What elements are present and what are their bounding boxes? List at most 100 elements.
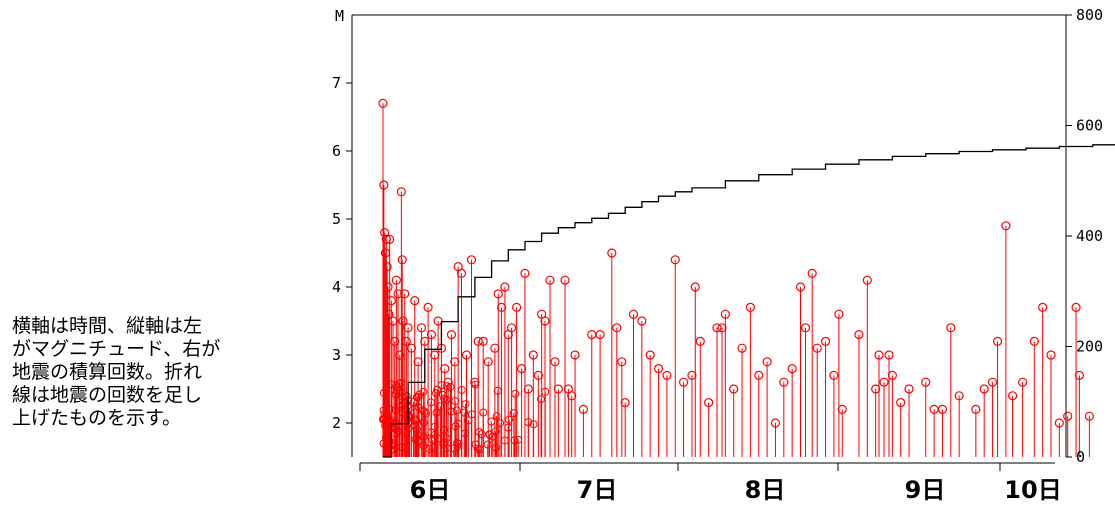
magnitude-point: [493, 289, 503, 299]
magnitude-point: [384, 309, 394, 319]
magnitude-point: [419, 418, 428, 427]
magnitude-point: [461, 429, 470, 438]
magnitude-point: [496, 419, 505, 428]
magnitude-point: [533, 370, 543, 380]
magnitude-point: [490, 343, 500, 353]
magnitude-point: [745, 302, 756, 312]
magnitude-point: [388, 316, 398, 326]
magnitude-point: [737, 343, 747, 353]
magnitude-point: [385, 405, 394, 414]
magnitude-point: [395, 422, 404, 431]
magnitude-point: [874, 350, 884, 360]
magnitude-point: [653, 364, 664, 374]
caption: 横軸は時間、縦軸は左 がマグニチュード、右が 地震の積算回数。折れ 線は地震の回…: [12, 315, 302, 430]
magnitude-point: [595, 330, 605, 340]
magnitude-point: [871, 384, 881, 394]
magnitude-point: [492, 412, 501, 421]
magnitude-point: [460, 408, 469, 417]
magnitude-point: [393, 289, 403, 299]
magnitude-point: [382, 262, 392, 272]
magnitude-point: [1063, 411, 1073, 421]
magnitude-point: [380, 228, 390, 238]
left-tick-label: 6: [332, 142, 341, 160]
magnitude-point: [1054, 418, 1064, 428]
magnitude-point: [397, 442, 406, 451]
magnitude-point: [397, 378, 406, 387]
magnitude-point: [496, 302, 507, 312]
magnitude-point: [854, 330, 864, 340]
magnitude-point: [428, 435, 437, 444]
magnitude-point: [754, 370, 764, 380]
plot-frame: [351, 14, 1067, 457]
magnitude-point: [1074, 370, 1084, 380]
magnitude-point: [436, 402, 445, 411]
magnitude-point: [834, 309, 844, 319]
magnitude-point: [381, 234, 391, 244]
magnitude-point: [505, 415, 514, 424]
magnitude-point: [514, 435, 523, 444]
magnitude-point: [381, 417, 390, 426]
magnitude-point: [637, 316, 647, 326]
magnitude-point: [488, 432, 497, 441]
magnitude-point: [720, 309, 730, 319]
right-tick-label: 800: [1076, 6, 1103, 24]
magnitude-point: [896, 398, 906, 408]
magnitude-point: [390, 336, 400, 346]
magnitude-point: [523, 384, 533, 394]
magnitude-point: [464, 416, 473, 425]
magnitude-point: [567, 391, 577, 401]
magnitude-point: [453, 438, 462, 447]
magnitude-point: [379, 406, 388, 415]
magnitude-point: [487, 417, 496, 426]
magnitude-point: [717, 323, 727, 333]
magnitude-point: [419, 432, 428, 441]
magnitude-point: [1046, 350, 1056, 360]
magnitude-point: [511, 389, 520, 398]
magnitude-point: [712, 323, 722, 333]
magnitude-point: [1029, 336, 1039, 346]
magnitude-point: [921, 377, 931, 387]
caption-line: がマグニチュード、右が: [12, 338, 221, 360]
magnitude-point: [461, 400, 470, 409]
magnitude-point: [612, 323, 622, 333]
magnitude-point: [426, 330, 437, 340]
magnitude-point: [493, 386, 502, 395]
magnitude-point: [628, 309, 639, 319]
magnitude-point: [420, 336, 430, 346]
magnitude-point: [409, 397, 418, 406]
magnitude-point: [670, 255, 680, 265]
caption-line: 線は地震の回数を足し: [12, 384, 203, 406]
magnitude-point: [979, 384, 989, 394]
left-tick-label: 4: [332, 278, 341, 296]
magnitude-point: [430, 430, 439, 439]
magnitude-point: [446, 330, 457, 340]
magnitude-point: [391, 406, 400, 415]
magnitude-point: [402, 410, 411, 419]
magnitude-point: [443, 444, 452, 453]
caption-line: 地震の積算回数。折れ: [12, 361, 203, 383]
magnitude-point: [386, 296, 396, 306]
magnitude-point: [411, 415, 420, 424]
magnitude-point: [420, 407, 429, 416]
cumulative-line: [383, 144, 1115, 458]
right-tick-label: 600: [1076, 117, 1103, 135]
magnitude-point: [1084, 411, 1095, 421]
magnitude-markers: [378, 98, 1095, 455]
magnitude-point: [992, 336, 1003, 346]
magnitude-point: [467, 410, 476, 419]
magnitude-point: [470, 377, 480, 387]
magnitude-point: [452, 406, 461, 415]
magnitude-point: [433, 385, 442, 394]
magnitude-point: [770, 418, 781, 428]
magnitude-point: [879, 377, 889, 387]
magnitude-point: [461, 350, 472, 360]
magnitude-point: [410, 296, 420, 306]
magnitude-point: [398, 316, 408, 326]
magnitude-point: [413, 357, 423, 367]
magnitude-point: [414, 393, 423, 402]
x-tick-label: 6日: [410, 476, 451, 504]
magnitude-point: [386, 422, 395, 431]
magnitude-point: [379, 388, 388, 397]
magnitude-point: [380, 248, 391, 258]
